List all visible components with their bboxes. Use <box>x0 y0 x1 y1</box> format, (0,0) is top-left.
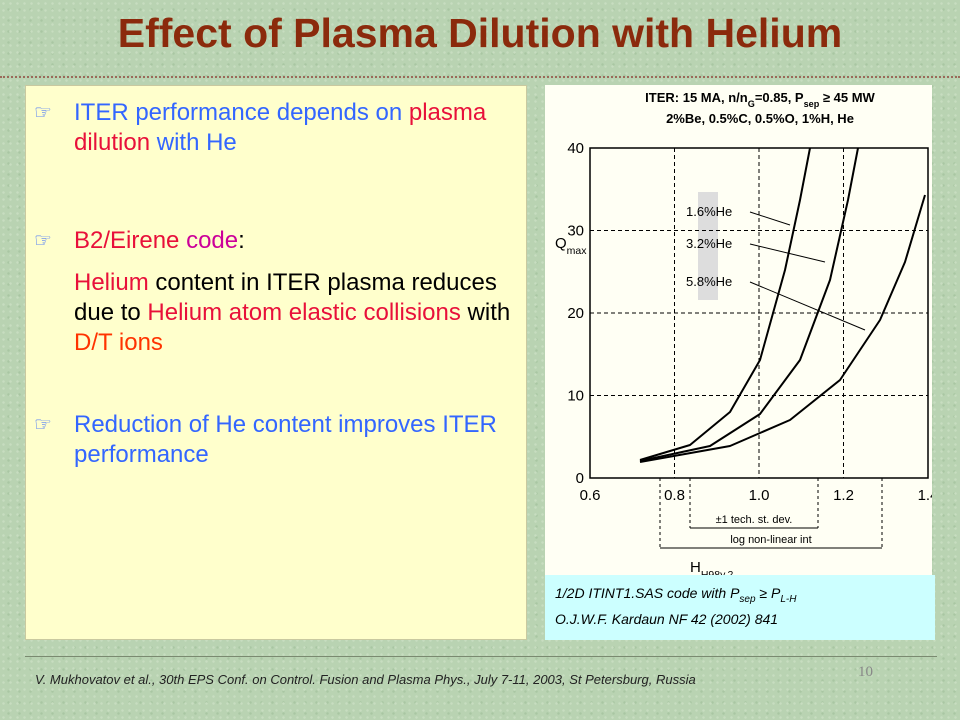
text-run: ≥ P <box>755 585 781 601</box>
text-run: ≥ 45 MW <box>819 90 875 105</box>
bullet-icon: ☞ <box>34 102 52 124</box>
y-tick-label: 10 <box>567 388 584 405</box>
item-list: ☞ ITER performance depends on plasma dilu… <box>34 98 514 470</box>
page-number: 10 <box>858 664 873 680</box>
text-run: ITER performance depends on <box>74 99 409 126</box>
caption: 1/2D ITINT1.SAS code with Psep ≥ PL-H O.… <box>545 575 935 640</box>
text-run: ITER: 15 MA, n/n <box>645 90 748 105</box>
text-run: =0.85, P <box>755 90 804 105</box>
curve <box>639 147 859 462</box>
text-run: max <box>567 245 588 257</box>
y-tick-label: 0 <box>576 470 584 487</box>
item: Helium content in ITER plasma reduces du… <box>64 268 514 358</box>
title-rule <box>0 76 960 78</box>
text-run: plasma dilution <box>74 99 493 156</box>
text-run: Helium <box>74 269 149 296</box>
curve-label: 3.2%He <box>686 236 732 251</box>
bracket-label: ±1 tech. st. dev. <box>716 514 793 526</box>
text-run: with He <box>150 129 237 156</box>
footer: V. Mukhovatov et al., 30th EPS Conf. on … <box>35 672 696 687</box>
text-panel: ☞ ITER performance depends on plasma dilu… <box>25 85 527 640</box>
y-tick-label: 30 <box>567 223 584 240</box>
text-run: 2%Be, 0.5%C, 0.5%O, 1%H, He <box>666 111 854 126</box>
bracket-label: log non-linear int <box>730 534 811 546</box>
text-run: code <box>179 227 239 254</box>
text-run: D/T ions <box>74 329 163 356</box>
text-run: sep <box>739 593 756 605</box>
text-run: with <box>460 299 517 326</box>
footer-rule <box>25 656 937 657</box>
label-shade <box>698 192 718 300</box>
text-run: Helium atom elastic collisions <box>147 299 461 326</box>
leader-line <box>749 281 866 331</box>
y-tick-label: 20 <box>567 305 584 322</box>
item: ☞ Reduction of He content improves ITER p… <box>34 410 514 470</box>
text-run: Reduction of He content improves ITER pe… <box>74 411 504 468</box>
bullet-icon: ☞ <box>34 414 52 436</box>
plot-group: ITER: 15 MA, n/nG=0.85, Psep ≥ 45 MW 2%Be… <box>555 90 938 581</box>
text-run: G <box>748 99 755 109</box>
curve-label: 5.8%He <box>686 274 732 289</box>
bullet-icon: ☞ <box>34 230 52 252</box>
figure-text: HH98y,2 <box>690 559 733 575</box>
text-run: Q <box>555 235 567 252</box>
slide-title: Effect of Plasma Dilution with Helium <box>117 10 843 56</box>
curve-label: 1.6%He <box>686 204 732 219</box>
item: ☞ ITER performance depends on plasma dilu… <box>34 98 514 158</box>
text-run: sep <box>804 99 820 109</box>
x-tick-label: 0.8 <box>664 487 685 504</box>
caption-line: 1/2D ITINT1.SAS code with Psep ≥ PL-H <box>555 585 796 605</box>
x-tick-label: 1.4 <box>918 487 932 504</box>
curve <box>639 147 811 461</box>
caption-line: O.J.W.F. Kardaun NF 42 (2002) 841 <box>555 611 779 627</box>
leader-line <box>749 243 826 263</box>
leader-line <box>749 211 791 226</box>
figure: ITER: 15 MA, n/nG=0.85, Psep ≥ 45 MW 2%Be… <box>545 85 938 581</box>
text-run: : <box>238 227 245 254</box>
item: ☞ B2/Eirene code: <box>34 226 514 256</box>
text-run: B2/Eirene <box>74 227 180 254</box>
text-run: L-H <box>780 593 797 605</box>
y-tick-label: 40 <box>567 140 584 157</box>
x-tick-label: 0.6 <box>580 487 601 504</box>
text-run: 1/2D ITINT1.SAS code with P <box>555 585 740 601</box>
curve <box>639 194 926 463</box>
figure-text: ITER: 15 MA, n/nG=0.85, Psep ≥ 45 MW <box>645 90 875 109</box>
x-tick-label: 1.0 <box>749 487 770 504</box>
figure-text: 2%Be, 0.5%C, 0.5%O, 1%H, He <box>666 111 854 126</box>
figure-plot: ITER: 15 MA, n/nG=0.85, Psep ≥ 45 MW 2%Be… <box>555 90 938 581</box>
figure-text: Qmax <box>555 235 587 257</box>
text-run: H <box>690 559 701 575</box>
text-run: content in ITER plasma reduces due to <box>74 269 504 326</box>
x-tick-label: 1.2 <box>833 487 854 504</box>
